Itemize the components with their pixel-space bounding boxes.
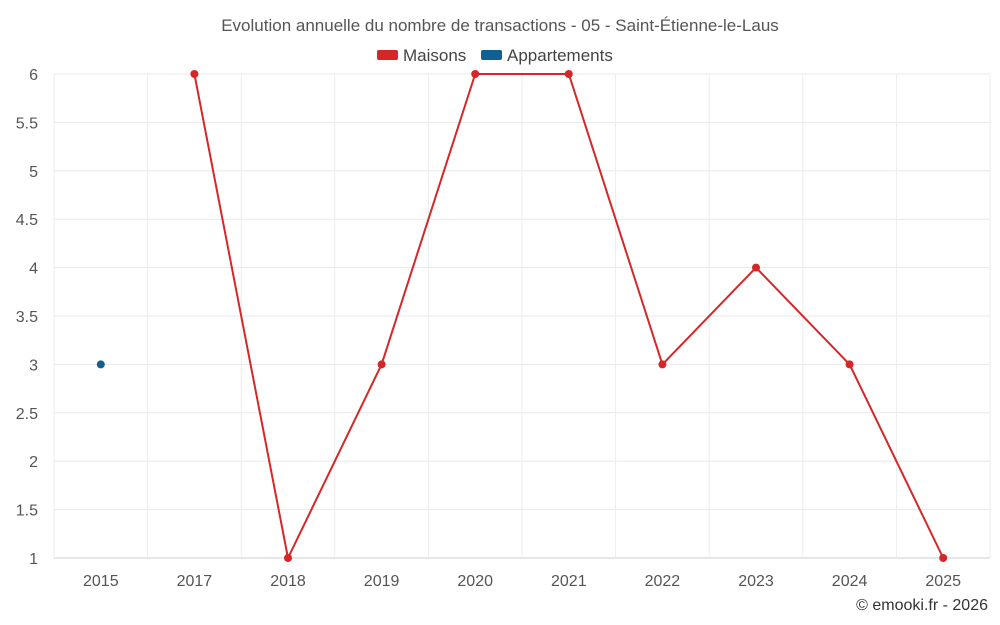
- legend-label-appartements: Appartements: [507, 46, 613, 65]
- y-tick-label: 2.5: [16, 406, 38, 423]
- data-point-maisons[interactable]: [377, 360, 386, 369]
- legend-swatch-appartements: [481, 50, 502, 60]
- x-tick-label: 2018: [270, 573, 306, 590]
- axes: 1 1.5 2 2.5 3 3.5 4 4.5 5 5.5 6 2015 2017 2018 2019 202…: [16, 67, 961, 590]
- y-tick-label: 3.5: [16, 309, 38, 326]
- data-point-maisons[interactable]: [752, 263, 760, 272]
- y-tick-label: 4: [29, 261, 38, 278]
- credit: © emooki.fr - 2026: [856, 597, 988, 614]
- y-tick-label: 5: [29, 164, 38, 181]
- x-tick-label: 2017: [177, 573, 213, 590]
- x-tick-label: 2020: [457, 573, 493, 590]
- y-tick-label: 1.5: [16, 503, 38, 520]
- y-tick-label: 1: [29, 551, 38, 568]
- x-tick-label: 2024: [832, 573, 868, 590]
- data-point-maisons[interactable]: [564, 70, 573, 78]
- series-layer: [96, 70, 948, 562]
- x-tick-label: 2019: [364, 573, 400, 590]
- x-tick-label: 2015: [83, 573, 119, 590]
- data-point-maisons[interactable]: [284, 554, 292, 562]
- legend: Maisons Appartements: [377, 46, 613, 65]
- grid: [53, 73, 991, 559]
- data-point-maisons[interactable]: [939, 554, 948, 562]
- data-point-maisons[interactable]: [190, 70, 199, 78]
- x-tick-label: 2025: [925, 573, 961, 590]
- x-tick-label: 2023: [738, 573, 774, 590]
- y-tick-label: 2: [29, 454, 38, 471]
- chart-title: Evolution annuelle du nombre de transact…: [221, 16, 779, 35]
- data-point-maisons[interactable]: [471, 70, 480, 78]
- x-tick-label: 2022: [645, 573, 681, 590]
- y-tick-label: 3: [29, 357, 38, 374]
- data-point-maisons[interactable]: [845, 360, 854, 369]
- legend-label-maisons: Maisons: [403, 46, 466, 65]
- legend-item-appartements[interactable]: Appartements: [481, 46, 613, 65]
- y-tick-label: 6: [29, 67, 38, 84]
- y-tick-label: 5.5: [16, 115, 38, 132]
- data-point-maisons[interactable]: [658, 360, 667, 369]
- legend-swatch-maisons: [377, 50, 398, 60]
- legend-item-maisons[interactable]: Maisons: [377, 46, 466, 65]
- y-tick-label: 4.5: [16, 212, 38, 229]
- x-tick-label: 2021: [551, 573, 587, 590]
- data-point-appartements[interactable]: [96, 360, 105, 369]
